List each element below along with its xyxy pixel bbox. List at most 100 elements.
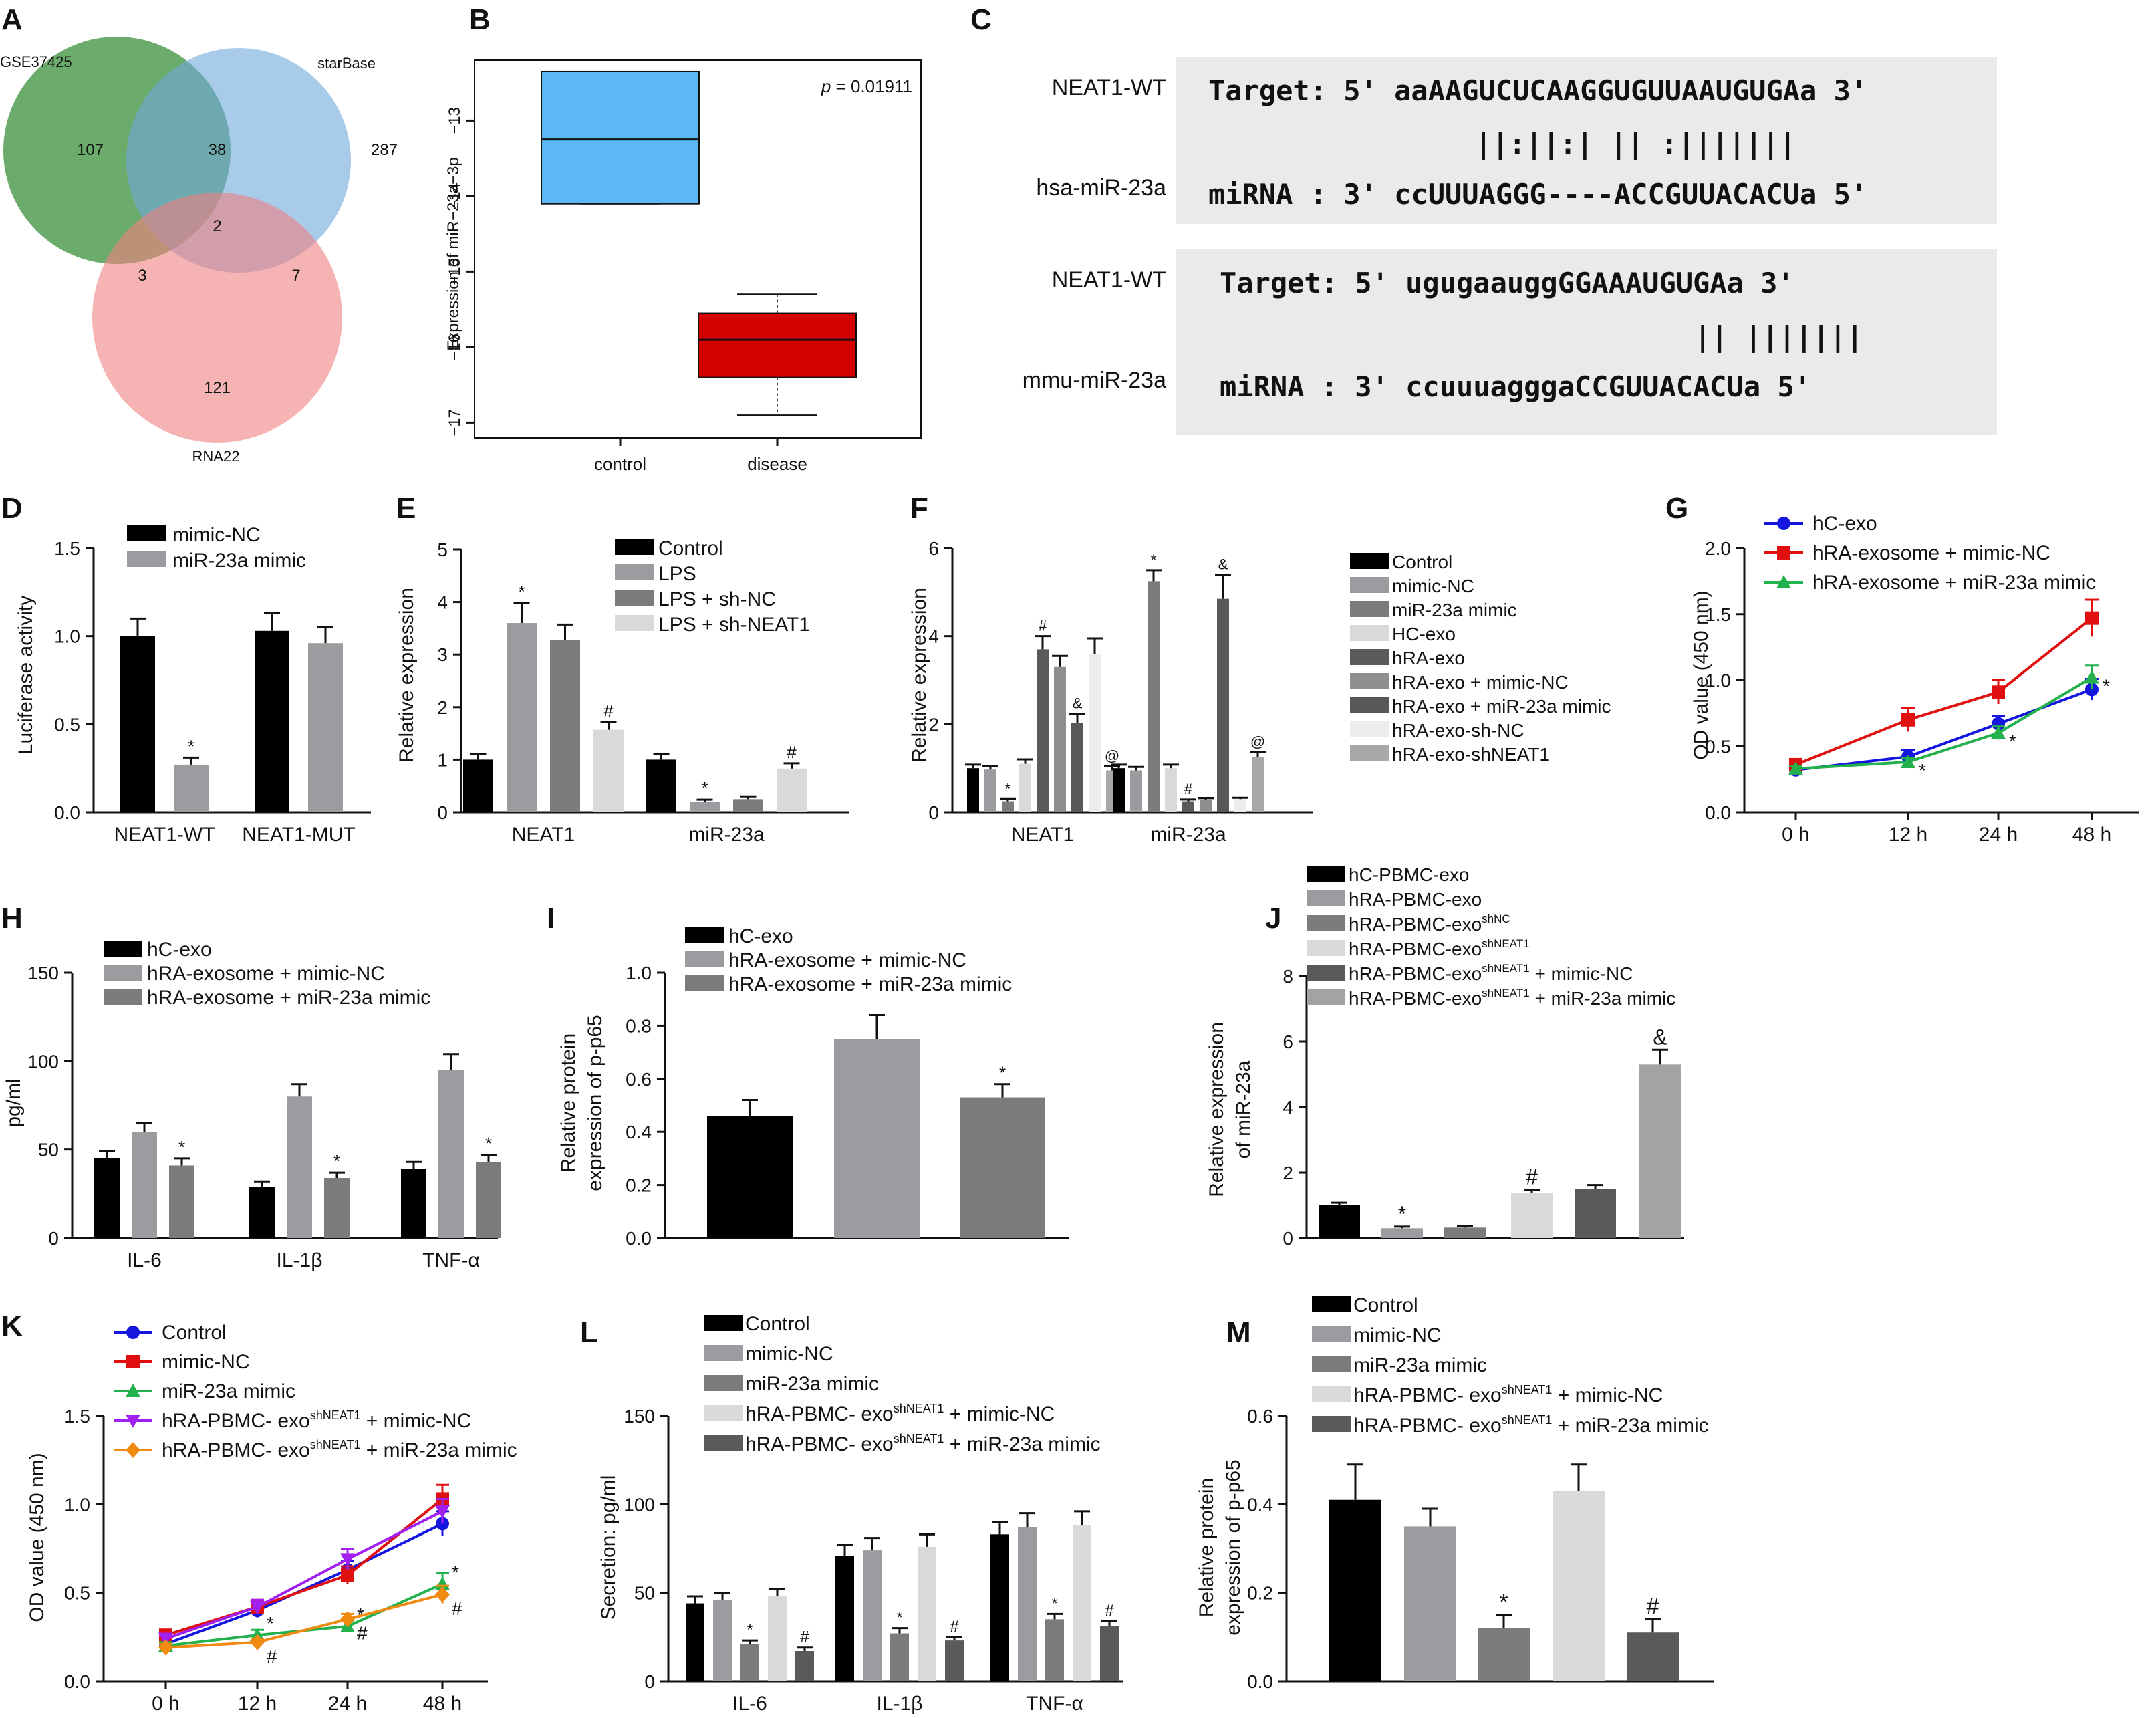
pp65-m-significance-mark: # [1647,1594,1659,1619]
od-k-significance-mark: * [267,1613,274,1634]
pp65-m-legend-label: miR-23a mimic [1353,1354,1487,1376]
pp65-i-y-tick-label: 0.0 [626,1228,652,1249]
secretion-l-legend-swatch [704,1315,743,1331]
expr-e-y-tick-label: 2 [437,697,448,718]
od-g-legend-marker [1776,575,1791,588]
expr-e-bar [550,640,580,812]
od-k-legend-label: hRA-PBMC- exoshNEAT1 + mimic-NC [162,1408,471,1432]
expr-f-x-label: NEAT1 [1011,824,1074,846]
mir23a-j-legend-label: hRA-PBMC-exoshNEAT1 [1349,937,1530,959]
expr-f-legend-label: HC-exo [1392,624,1456,644]
alignment-target-name: NEAT1-WT [1052,75,1166,100]
od-g-legend-label: hRA-exosome + mimic-NC [1812,542,2050,564]
alignment-box [1176,57,1997,224]
luciferase-legend-label: mimic-NC [172,524,261,546]
expr-f-significance-mark: # [1039,618,1047,634]
od-g-point [1788,761,1803,775]
panel-label-M: M [1226,1316,1251,1349]
expr-f-bar [1252,757,1264,812]
cytokine-h-bar [324,1178,350,1238]
expr-e-legend-swatch [615,590,654,606]
pp65-i-significance-mark: * [999,1063,1006,1083]
mir23a-j-legend-swatch [1307,989,1345,1005]
secretion-l-legend-label: miR-23a mimic [745,1373,879,1395]
boxplot-box [541,70,700,205]
expr-e-bar [777,768,807,812]
od-k-y-tick-label: 1.0 [64,1494,90,1515]
od-g-point [1992,685,2005,699]
expr-f-legend-label: miR-23a mimic [1392,600,1517,620]
secretion-l-bar [945,1640,964,1681]
expr-f-y-tick-label: 6 [928,538,939,559]
mir23a-j-legend-label: hRA-PBMC-exoshNC [1349,912,1510,935]
mir23a-j-bar [1639,1064,1681,1238]
od-k-point [435,1586,450,1603]
cytokine-h-legend-label: hC-exo [147,939,212,961]
od-g-y-tick-label: 1.5 [1705,604,1731,625]
mir23a-j-legend-swatch [1307,915,1345,931]
od-k-series-line [165,1582,443,1648]
secretion-l-y-tick-label: 150 [624,1406,655,1427]
luciferase-y-tick-label: 1.0 [54,626,80,647]
od-g-legend-label: hC-exo [1812,513,1877,535]
secretion-l-y-label: Secretion: pg/ml [597,1475,620,1620]
od-k-legend-marker [126,1326,140,1339]
pp65-m-y-tick-label: 0.0 [1247,1671,1273,1692]
od-g-point [1901,713,1915,727]
secretion-l-x-label: TNF-α [1026,1693,1083,1715]
secretion-l-significance-mark: # [800,1628,809,1646]
alignment-target-sequence: Target: 5' ugugaauggGGAAAUGUGAa 3' [1220,267,1794,299]
secretion-l-bar [1100,1626,1119,1681]
pp65-i-y-tick-label: 0.8 [626,1015,652,1036]
pp65-i-legend-label: hRA-exosome + mimic-NC [728,949,966,971]
od-k-x-tick-label: 48 h [423,1693,462,1715]
pp65-m-legend-swatch [1312,1416,1351,1432]
od-k-legend-label: miR-23a mimic [162,1380,295,1402]
panel-label-E: E [396,492,416,525]
secretion-l-x-label: IL-6 [732,1693,767,1715]
alignment-pairing: ||:||:| || :||||||| [1475,128,1796,160]
panel-label-C: C [970,3,992,36]
od-k-legend-label: Control [162,1322,227,1344]
secretion-l-legend-swatch [704,1375,743,1391]
secretion-l-legend-label: hRA-PBMC- exoshNEAT1 + miR-23a mimic [745,1432,1101,1455]
expr-e-legend-label: Control [658,537,723,560]
pp65-m-legend-swatch [1312,1356,1351,1372]
luciferase-bar [174,764,209,812]
pp65-i-bar [707,1116,793,1238]
panel-label-A: A [1,3,23,36]
pp65-m-legend-label: hRA-PBMC- exoshNEAT1 + miR-23a mimic [1353,1413,1709,1437]
cytokine-h-legend-label: hRA-exosome + miR-23a mimic [147,987,430,1009]
mir23a-j-legend-label: hRA-PBMC-exoshNEAT1 + mimic-NC [1349,962,1633,984]
expr-f-x-label: miR-23a [1150,824,1226,846]
alignment-target-sequence: Target: 5' aaAAGUCUCAAGGUGUUAAUGUGAa 3' [1208,74,1867,107]
od-g-significance-mark: * [2103,676,2110,697]
cytokine-h-bar [169,1165,194,1238]
mir23a-j-legend-label: hC-PBMC-exo [1349,864,1469,885]
venn-set-label: starBase [317,55,376,72]
od-k-point [250,1600,265,1614]
od-k-y-label: OD value (450 nm) [26,1453,48,1622]
alignment-mirna-name: hsa-miR-23a [1036,175,1166,201]
od-k-series-line [165,1510,443,1640]
od-g-x-tick-label: 24 h [1979,824,2018,846]
secretion-l-y-tick-label: 0 [644,1671,655,1692]
pp65-m-bar [1553,1491,1605,1681]
alignment-mirna-name: mmu-miR-23a [1023,368,1166,393]
panel-label-J: J [1265,902,1281,935]
cytokine-h-significance-mark: * [333,1151,340,1171]
secretion-l-bar [713,1600,732,1681]
expr-e-bar [593,729,624,812]
secretion-l-bar [686,1603,704,1681]
expr-e-bar [733,799,763,812]
expr-f-significance-mark: & [1073,695,1083,712]
cytokine-h-bar [249,1187,275,1238]
mir23a-j-legend-swatch [1307,890,1345,906]
expr-f-legend-label: mimic-NC [1392,576,1474,596]
secretion-l-bar [990,1534,1009,1681]
boxplot-frame [474,59,922,439]
mir23a-j-bar [1319,1205,1360,1238]
od-k-point [340,1611,355,1628]
od-g-legend-marker [1777,546,1790,560]
alignment-target-name: NEAT1-WT [1052,267,1166,293]
